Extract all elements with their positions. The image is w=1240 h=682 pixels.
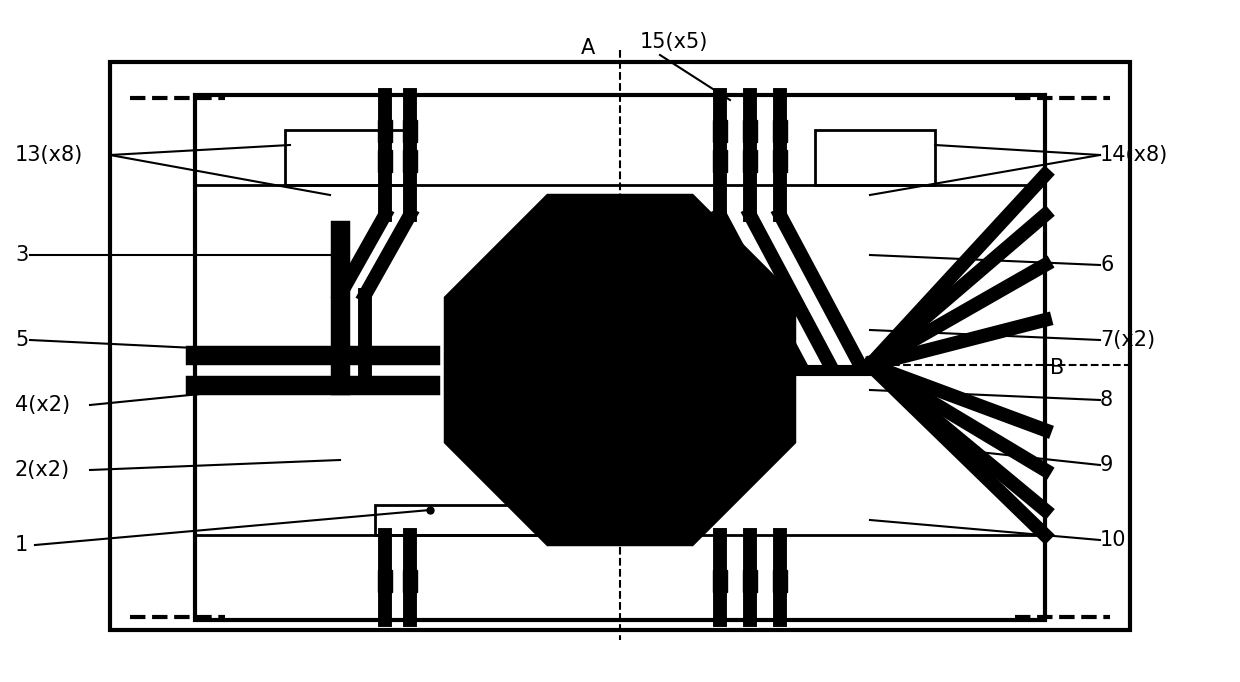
Text: 8: 8 [1100,390,1114,410]
Text: 5: 5 [15,330,29,350]
Bar [285,130,405,185]
Text: 4(x2): 4(x2) [15,395,71,415]
Bar [713,120,727,142]
Bar [743,150,756,172]
Bar [195,535,1045,620]
Text: B: B [1050,358,1064,378]
Bar [403,570,417,592]
Text: 14(x8): 14(x8) [1100,145,1168,165]
Text: 1: 1 [15,535,29,555]
Bar [713,150,727,172]
Text: 13(x8): 13(x8) [15,145,83,165]
Bar [403,150,417,172]
Bar [773,570,787,592]
Text: 10: 10 [1100,530,1126,550]
Bar [378,150,392,172]
Text: A: A [580,38,595,58]
Bar [743,570,756,592]
Bar [378,120,392,142]
Bar [773,150,787,172]
Text: 9: 9 [1100,455,1114,475]
Bar [815,130,935,185]
Bar [773,120,787,142]
Text: 2(x2): 2(x2) [15,460,71,480]
Bar [713,570,727,592]
Text: 3: 3 [15,245,29,265]
Bar [403,120,417,142]
Bar [195,95,1045,185]
Polygon shape [444,194,796,546]
Text: 7(x2): 7(x2) [1100,330,1156,350]
Bar [743,120,756,142]
Text: 15(x5): 15(x5) [640,32,708,52]
Bar [374,505,650,535]
Bar [195,95,1045,620]
Bar [378,570,392,592]
Text: 6: 6 [1100,255,1114,275]
Bar [110,62,1130,630]
